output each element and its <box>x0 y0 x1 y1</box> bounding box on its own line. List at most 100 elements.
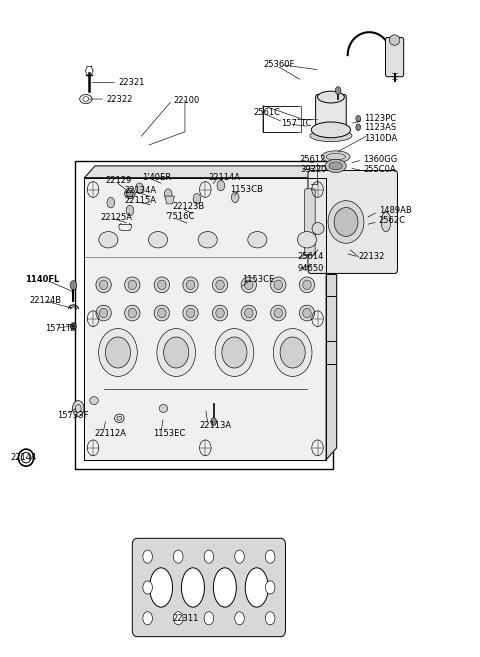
Ellipse shape <box>325 160 346 173</box>
Text: 1123PC: 1123PC <box>364 114 396 124</box>
Text: 1123AS: 1123AS <box>364 123 396 131</box>
Ellipse shape <box>127 190 133 196</box>
Text: 22112A: 22112A <box>95 429 127 438</box>
Circle shape <box>335 87 341 95</box>
Circle shape <box>231 192 239 202</box>
Ellipse shape <box>98 328 137 376</box>
Ellipse shape <box>154 277 169 293</box>
Ellipse shape <box>157 308 166 318</box>
Ellipse shape <box>312 122 350 138</box>
Ellipse shape <box>300 277 315 293</box>
Text: 1153CE: 1153CE <box>242 275 275 284</box>
Text: 22322: 22322 <box>106 95 132 104</box>
Ellipse shape <box>99 280 108 290</box>
Ellipse shape <box>99 231 118 248</box>
Ellipse shape <box>106 337 131 368</box>
Circle shape <box>217 180 225 191</box>
Ellipse shape <box>213 277 228 293</box>
Text: 1153CB: 1153CB <box>230 185 264 194</box>
Ellipse shape <box>186 280 195 290</box>
Circle shape <box>143 550 153 563</box>
FancyBboxPatch shape <box>132 538 286 637</box>
Ellipse shape <box>150 568 172 607</box>
Text: 22114A: 22114A <box>209 173 241 182</box>
Ellipse shape <box>241 277 256 293</box>
Ellipse shape <box>213 305 228 321</box>
Ellipse shape <box>298 231 317 248</box>
Ellipse shape <box>159 405 168 413</box>
Ellipse shape <box>389 35 400 45</box>
Ellipse shape <box>83 97 89 101</box>
Ellipse shape <box>322 151 350 163</box>
Text: 1360GG: 1360GG <box>363 155 398 164</box>
Ellipse shape <box>312 223 324 235</box>
Circle shape <box>72 401 84 417</box>
Ellipse shape <box>318 91 344 103</box>
Text: 15733F: 15733F <box>57 411 89 420</box>
Ellipse shape <box>329 162 342 170</box>
Ellipse shape <box>181 568 204 607</box>
FancyBboxPatch shape <box>316 95 346 133</box>
Ellipse shape <box>300 305 315 321</box>
Ellipse shape <box>125 277 140 293</box>
Ellipse shape <box>222 337 247 368</box>
Ellipse shape <box>183 305 198 321</box>
Ellipse shape <box>183 277 198 293</box>
Text: 22125A: 22125A <box>100 213 132 221</box>
Text: 1489AB: 1489AB <box>379 206 411 215</box>
Circle shape <box>173 550 183 563</box>
Ellipse shape <box>96 305 111 321</box>
Ellipse shape <box>245 308 253 318</box>
Ellipse shape <box>215 328 254 376</box>
Circle shape <box>265 550 275 563</box>
Ellipse shape <box>115 414 124 422</box>
Circle shape <box>107 197 115 208</box>
Text: 22129: 22129 <box>105 177 132 185</box>
Text: 1'40ER: 1'40ER <box>142 173 171 182</box>
Text: 1310DA: 1310DA <box>364 134 398 143</box>
Ellipse shape <box>125 305 140 321</box>
Ellipse shape <box>310 130 352 142</box>
Ellipse shape <box>164 337 189 368</box>
Ellipse shape <box>157 280 166 290</box>
Ellipse shape <box>213 568 236 607</box>
Bar <box>75 162 333 470</box>
Text: 22134A: 22134A <box>124 187 156 195</box>
Circle shape <box>265 581 275 594</box>
Circle shape <box>173 612 183 625</box>
Circle shape <box>211 418 216 426</box>
Ellipse shape <box>198 231 217 248</box>
Circle shape <box>143 612 153 625</box>
Polygon shape <box>326 166 336 460</box>
Ellipse shape <box>125 188 135 198</box>
Circle shape <box>235 612 244 625</box>
Text: 25614: 25614 <box>298 252 324 261</box>
Circle shape <box>193 193 201 204</box>
Ellipse shape <box>381 212 391 232</box>
Circle shape <box>356 116 360 122</box>
Text: 1140FL: 1140FL <box>24 275 59 284</box>
Circle shape <box>265 612 275 625</box>
Circle shape <box>204 612 214 625</box>
Text: 22321: 22321 <box>118 78 144 87</box>
Ellipse shape <box>274 280 283 290</box>
Text: 22123B: 22123B <box>172 202 204 211</box>
Ellipse shape <box>328 200 364 243</box>
Ellipse shape <box>154 305 169 321</box>
Ellipse shape <box>80 95 92 104</box>
Text: 22311: 22311 <box>172 614 198 623</box>
Text: 22115A: 22115A <box>124 196 156 205</box>
Ellipse shape <box>128 308 136 318</box>
Circle shape <box>71 323 76 330</box>
Ellipse shape <box>303 308 311 318</box>
Ellipse shape <box>128 280 136 290</box>
Ellipse shape <box>271 277 286 293</box>
Text: 2561C: 2561C <box>253 108 280 117</box>
Ellipse shape <box>157 328 195 376</box>
Circle shape <box>235 550 244 563</box>
Ellipse shape <box>245 568 268 607</box>
Text: 25612: 25612 <box>300 155 326 164</box>
Ellipse shape <box>241 305 256 321</box>
FancyBboxPatch shape <box>308 171 397 273</box>
Circle shape <box>126 205 134 215</box>
